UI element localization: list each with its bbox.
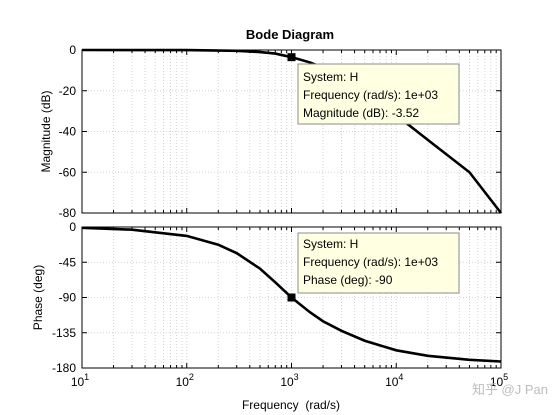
x-axis-label: Frequency (rad/s): [242, 398, 340, 412]
x-tick-exponent: 4: [398, 372, 403, 382]
x-tick-label: 103: [280, 372, 298, 389]
phase-y-ticks: 0 -45 -90 -135 -180: [52, 220, 76, 375]
y-tick-label: -80: [59, 206, 77, 220]
phase-x-ticks: 101 102 103 104 105: [71, 372, 508, 389]
magnitude-y-ticks: 0 -20 -40 -60 -80: [59, 43, 77, 220]
datatip-system: System: H: [303, 237, 358, 251]
watermark-text: 知乎 @J Pan: [472, 382, 548, 397]
x-tick-exponent: 2: [189, 372, 194, 382]
phase-datatip-box: [297, 232, 460, 294]
x-tick-base: 10: [176, 375, 190, 389]
x-tick-label: 102: [176, 372, 194, 389]
y-tick-label: -135: [52, 326, 76, 340]
phase-y-axis-label: Phase (deg): [31, 265, 45, 330]
magnitude-datatip-marker[interactable]: [287, 53, 296, 62]
x-tick-base: 10: [71, 375, 85, 389]
chart-title: Bode Diagram: [246, 27, 334, 42]
datatip-magnitude: Magnitude (dB): -3.52: [303, 106, 419, 120]
magnitude-y-axis-label: Magnitude (dB): [39, 90, 53, 172]
y-tick-label: -60: [59, 165, 77, 179]
x-tick-base: 10: [490, 375, 504, 389]
phase-datatip: System: H Frequency (rad/s): 1e+03 Phase…: [297, 232, 460, 294]
y-tick-label: -90: [59, 291, 77, 305]
x-tick-base: 10: [385, 375, 399, 389]
x-tick-base: 10: [280, 375, 294, 389]
phase-series-line: [81, 226, 502, 363]
y-tick-label: -20: [59, 84, 77, 98]
magnitude-datatip-box: [297, 63, 460, 125]
x-tick-exponent: 3: [294, 372, 299, 382]
datatip-phase: Phase (deg): -90: [303, 273, 393, 287]
y-tick-label: 0: [69, 43, 76, 57]
magnitude-datatip: System: H Frequency (rad/s): 1e+03 Magni…: [297, 63, 460, 125]
y-tick-label: -45: [59, 255, 77, 269]
y-tick-label: -180: [52, 361, 76, 375]
x-tick-exponent: 5: [503, 372, 508, 382]
datatip-frequency: Frequency (rad/s): 1e+03: [303, 88, 438, 102]
x-tick-label: 105: [490, 372, 508, 389]
y-tick-label: 0: [69, 220, 76, 234]
x-tick-label: 101: [71, 372, 89, 389]
y-tick-label: -40: [59, 125, 77, 139]
magnitude-grid: [82, 49, 501, 214]
x-tick-exponent: 1: [84, 372, 89, 382]
datatip-frequency: Frequency (rad/s): 1e+03: [303, 255, 438, 269]
datatip-system: System: H: [303, 70, 358, 84]
x-tick-label: 104: [385, 372, 403, 389]
phase-datatip-marker[interactable]: [287, 293, 296, 302]
